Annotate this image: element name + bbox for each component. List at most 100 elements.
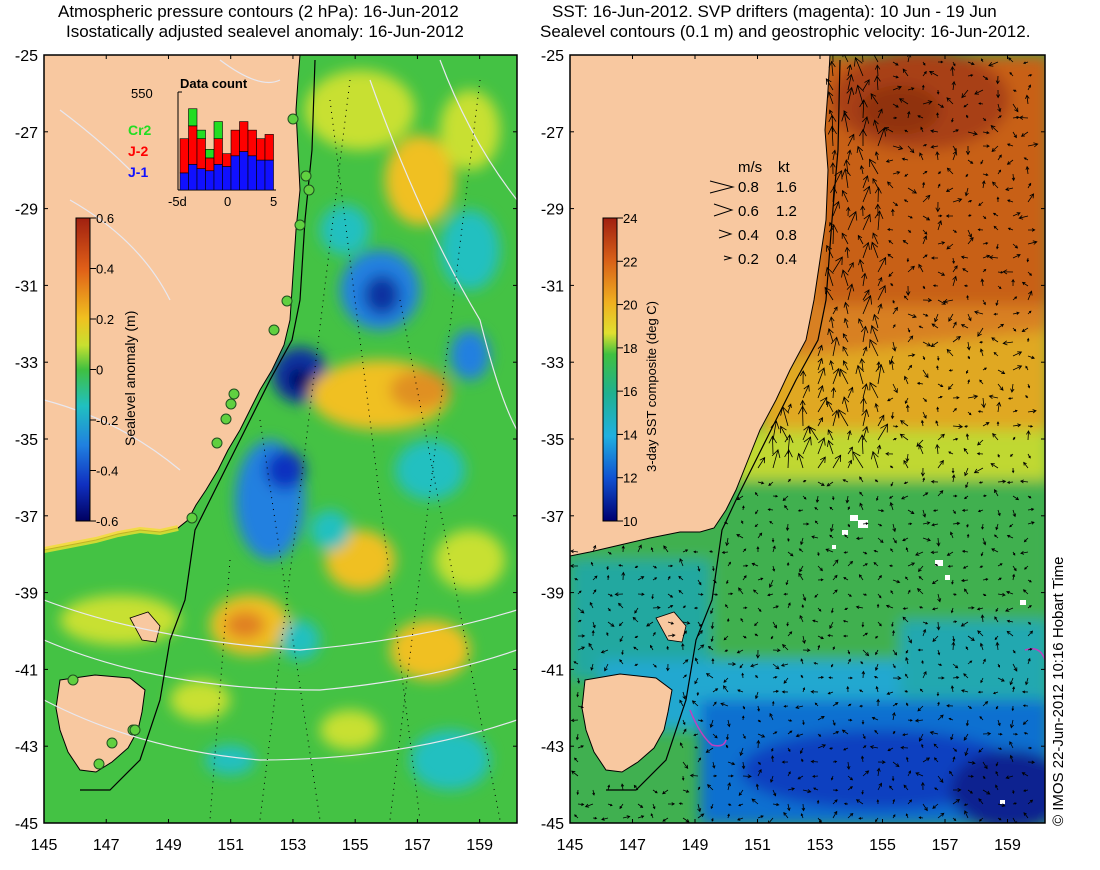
velocity-arrow [842, 396, 850, 413]
velocity-arrow [780, 663, 789, 667]
velocity-arrow [843, 301, 850, 315]
velocity-arrow [861, 116, 870, 133]
velocity-arrow [817, 607, 822, 612]
velocity-arrow [980, 159, 984, 165]
velocity-arrow [936, 537, 941, 547]
velocity-arrow [1027, 355, 1035, 360]
velocity-arrow [982, 422, 990, 427]
velocity-arrow [727, 774, 734, 778]
velocity-arrow [917, 648, 923, 652]
velocity-arrow [1023, 537, 1029, 543]
velocity-arrow [1025, 165, 1030, 175]
inset-bar-cr2 [213, 121, 223, 139]
velocity-arrow [1023, 732, 1029, 735]
velocity-arrow [982, 701, 989, 707]
velocity-arrow [952, 424, 964, 429]
velocity-arrow [1027, 74, 1033, 77]
velocity-arrow [943, 298, 954, 304]
left-title-line2: Isostatically adjusted sealevel anomaly:… [66, 22, 464, 41]
velocity-arrow [607, 784, 611, 791]
velocity-arrow [817, 367, 826, 385]
velocity-arrow [1006, 619, 1014, 623]
velocity-arrow [889, 495, 894, 499]
velocity-arrow [859, 99, 868, 119]
velocity-arrow [783, 677, 789, 684]
velocity-arrow [846, 283, 855, 301]
velocity-arrow [861, 408, 870, 427]
velocity-arrow [906, 756, 909, 763]
velocity-arrow [982, 578, 989, 581]
velocity-arrow [978, 798, 984, 805]
velocity-arrow [1021, 690, 1029, 694]
velocity-arrow [997, 663, 1000, 668]
velocity-arrow [915, 551, 924, 556]
velocity-arrow [697, 621, 702, 628]
velocity-arrow [1012, 89, 1017, 92]
velocity-arrow [832, 169, 843, 189]
velocity-arrow [827, 91, 834, 105]
velocity-arrow [988, 61, 999, 67]
velocity-arrow [951, 474, 956, 483]
velocity-arrow [900, 745, 909, 750]
velocity-arrow [832, 810, 838, 819]
velocity-arrow [841, 729, 849, 735]
velocity-arrow [960, 689, 969, 693]
velocity-arrow [832, 646, 835, 651]
velocity-arrow [932, 635, 939, 643]
velocity-arrow [691, 700, 699, 707]
velocity-arrow [930, 144, 939, 149]
velocity-arrow [847, 775, 854, 781]
velocity-arrow [951, 641, 956, 651]
velocity-arrow [875, 649, 879, 656]
tasmania [55, 674, 146, 773]
velocity-arrow [768, 435, 777, 455]
velocity-arrow [967, 214, 972, 217]
inset-bar-cr2 [196, 129, 206, 139]
velocity-arrow [991, 548, 999, 553]
lat-tick-label: -39 [541, 586, 564, 603]
velocity-arrow [697, 592, 704, 596]
velocity-arrow [977, 410, 984, 413]
velocity-arrow [967, 774, 974, 778]
inset-legend-j2: J-2 [128, 143, 149, 159]
velocity-arrow [965, 646, 969, 651]
velocity-arrow [918, 325, 924, 329]
velocity-arrow [967, 159, 974, 164]
velocity-arrow [1007, 397, 1014, 400]
velocity-arrow [891, 621, 894, 628]
velocity-arrow [720, 702, 729, 707]
velocity-arrow [619, 635, 624, 643]
velocity-arrow [592, 575, 598, 581]
velocity-arrow [929, 730, 939, 735]
velocity-arrow [937, 214, 943, 218]
velocity-arrow [1007, 199, 1014, 203]
velocity-arrow [652, 577, 658, 581]
velocity-arrow [869, 158, 879, 175]
velocity-arrow [757, 719, 762, 723]
velocity-arrow [832, 589, 838, 595]
velocity-arrow [845, 495, 850, 504]
velocity-arrow [1027, 271, 1032, 276]
velocity-arrow [844, 246, 851, 259]
velocity-arrow [847, 261, 854, 273]
velocity-arrow [892, 579, 901, 584]
velocity-arrow [871, 716, 879, 721]
velocity-arrow [952, 275, 958, 287]
velocity-arrow [900, 420, 909, 427]
velocity-arrow [890, 481, 894, 487]
velocity-arrow [877, 414, 885, 427]
velocity-arrow [802, 719, 805, 726]
velocity-arrow [682, 674, 687, 679]
axis-ticks: -25 -25 -27 -27 -29 -29 -31 -31 -33 -33 -35 -35 -37 -… [15, 48, 1045, 854]
velocity-arrow [905, 453, 910, 463]
velocity-arrow [921, 743, 924, 749]
velocity-arrow [857, 234, 864, 245]
velocity-arrow [795, 733, 804, 738]
velocity-arrow [693, 550, 699, 554]
velocity-arrow [828, 60, 836, 77]
velocity-arrow [952, 635, 956, 643]
velocity-arrow [726, 733, 730, 741]
velocity-arrow [922, 70, 927, 77]
velocity-arrow [963, 803, 969, 806]
velocity-arrow [846, 73, 854, 91]
